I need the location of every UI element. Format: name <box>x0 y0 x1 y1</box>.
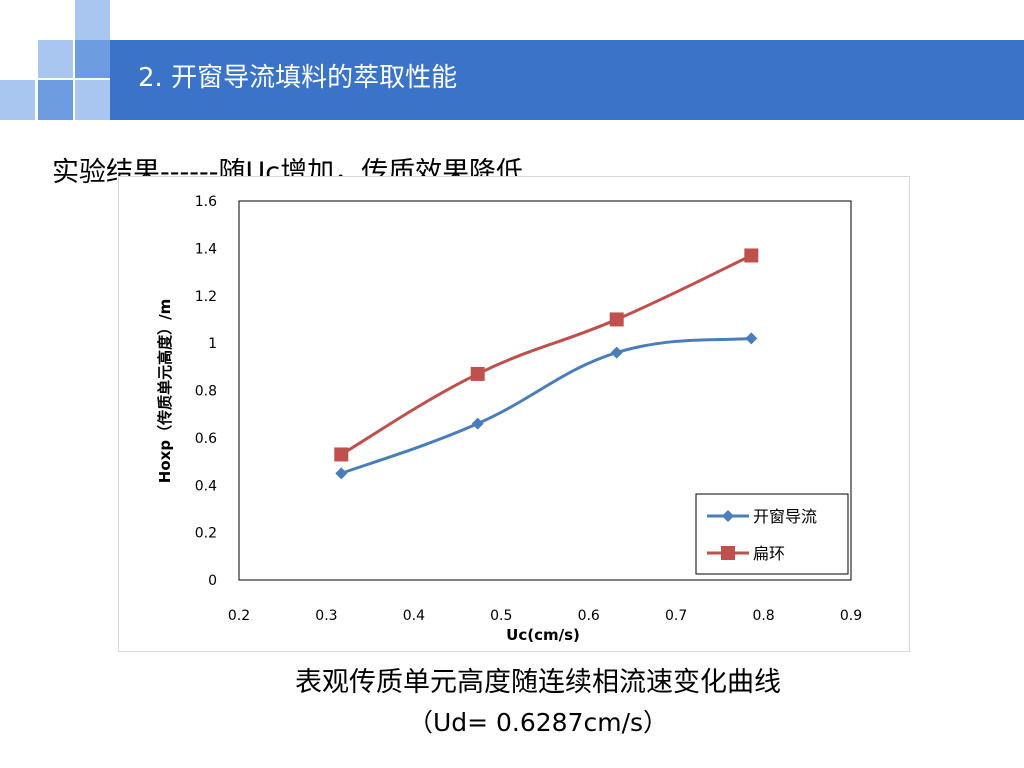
x-tick-label: 0.3 <box>315 608 337 624</box>
deco-square <box>38 80 73 120</box>
y-tick-label: 0.6 <box>195 431 217 447</box>
data-point-square <box>744 248 759 263</box>
data-point-square <box>470 366 485 381</box>
plot-area <box>238 200 852 581</box>
deco-square <box>0 80 35 120</box>
legend-marker-square <box>721 546 735 560</box>
x-tick-label: 0.8 <box>752 608 774 624</box>
y-tick-label: 0 <box>208 573 217 589</box>
legend-label: 扁环 <box>753 544 785 563</box>
data-point-diamond <box>471 417 484 430</box>
y-tick-label: 1 <box>208 336 217 352</box>
chart-area: 0 0.2 0.4 0.6 0.8 1 1.2 1.4 1.6 0.2 0.3 0.4 0.5 0.6 0… <box>118 176 910 652</box>
y-tick-label: 0.4 <box>195 478 217 494</box>
deco-square <box>75 80 110 120</box>
y-tick-label: 0.8 <box>195 384 217 400</box>
x-tick-label: 0.7 <box>665 608 687 624</box>
data-point-square <box>609 312 624 327</box>
legend-marker-diamond <box>722 510 734 522</box>
x-tick-label: 0.2 <box>228 608 250 624</box>
slide-title: 2. 开窗导流填料的萃取性能 <box>138 63 458 93</box>
title-bar <box>110 40 1024 120</box>
data-point-diamond <box>745 332 758 345</box>
data-point-diamond <box>610 346 623 359</box>
y-tick-label: 1.6 <box>195 194 217 210</box>
deco-square <box>75 0 110 40</box>
y-tick-label: 1.2 <box>195 289 217 305</box>
data-point-square <box>334 447 349 462</box>
legend-label: 开窗导流 <box>753 507 817 526</box>
x-tick-label: 0.9 <box>840 608 862 624</box>
chart-caption: 表观传质单元高度随连续相流速变化曲线 <box>295 667 781 698</box>
data-point-diamond <box>335 467 348 480</box>
deco-square <box>38 40 73 78</box>
x-axis-label: Uc(cm/s) <box>506 626 580 644</box>
y-axis-label: Hoxp（传质单元高度）/m <box>156 299 174 483</box>
x-tick-label: 0.4 <box>403 608 425 624</box>
legend-box <box>695 493 849 575</box>
series-line-1 <box>340 336 752 475</box>
chart-caption-condition: （Ud= 0.6287cm/s） <box>407 708 669 737</box>
x-tick-label: 0.5 <box>490 608 512 624</box>
line-chart: 0 0.2 0.4 0.6 0.8 1 1.2 1.4 1.6 0.2 0.3 0.4 0.5 0.6 0… <box>156 194 862 644</box>
y-tick-label: 1.4 <box>195 241 217 257</box>
series-line-2 <box>340 254 752 456</box>
x-tick-label: 0.6 <box>578 608 600 624</box>
y-tick-label: 0.2 <box>195 526 217 542</box>
deco-square <box>75 40 110 78</box>
